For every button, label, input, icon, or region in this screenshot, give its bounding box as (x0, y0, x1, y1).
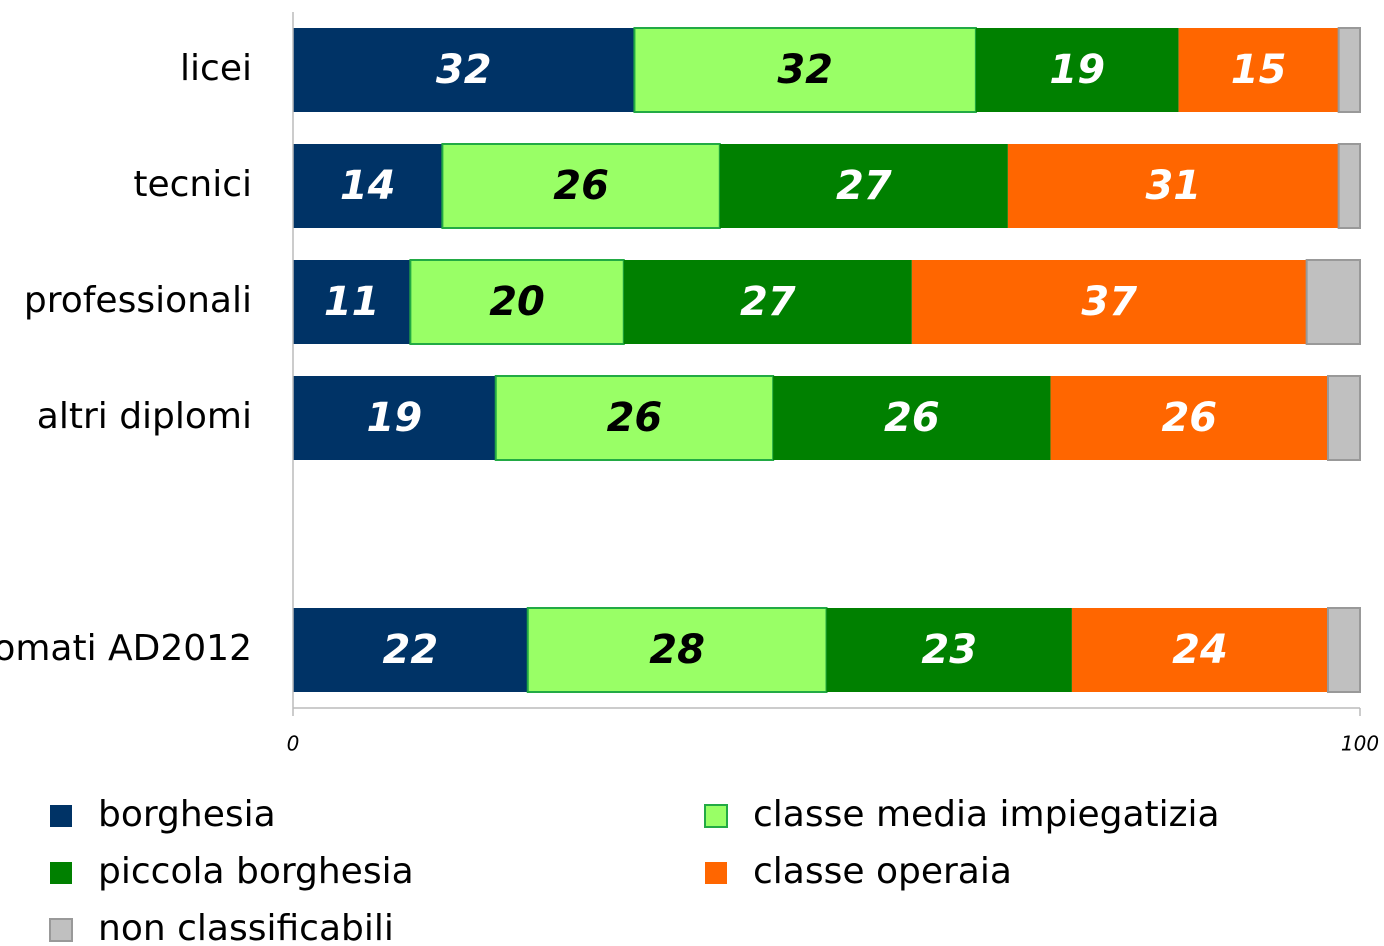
data-label: 32 (777, 47, 833, 93)
bar-segment (1007, 144, 1339, 228)
legend-swatch (50, 862, 72, 884)
data-label: 26 (1161, 395, 1217, 441)
bar-segment (526, 607, 828, 693)
bar-segment (293, 376, 496, 460)
data-label: 19 (1049, 47, 1105, 93)
bar-segment (293, 260, 411, 344)
bar-segment (975, 28, 1179, 112)
data-label: 26 (607, 395, 663, 441)
bar-segment (293, 144, 443, 228)
data-label: 27 (740, 279, 796, 325)
bar-segment (633, 27, 977, 113)
legend-swatch (50, 805, 72, 827)
x-tick-label: 0 (287, 732, 300, 756)
x-tick-label: 100 (1341, 732, 1379, 756)
bar-segment (1326, 375, 1361, 461)
data-label: 14 (340, 163, 396, 209)
data-label: 11 (324, 279, 380, 325)
legend-swatch (49, 918, 73, 942)
bar-segment (1337, 27, 1362, 113)
y-tick-label: tecnici (133, 164, 252, 205)
bar-segment (623, 260, 912, 344)
y-tick-label: altri diplomi (37, 396, 252, 437)
data-label: 26 (553, 163, 609, 209)
bar-segment (1326, 607, 1361, 693)
data-label: 15 (1231, 47, 1287, 93)
bar-segment (409, 259, 625, 345)
legend-swatch (704, 804, 728, 828)
y-tick-label: omati AD2012 (0, 628, 252, 669)
bar-segment (293, 608, 528, 692)
bar-segment (1071, 608, 1328, 692)
data-label: 28 (649, 627, 705, 673)
bar-segment (494, 375, 775, 461)
bar-segment (773, 376, 1051, 460)
y-tick-label: licei (180, 48, 252, 89)
bar-segment (719, 144, 1008, 228)
bar-segment (1050, 376, 1328, 460)
bar-segment (1337, 143, 1362, 229)
data-label: 26 (884, 395, 940, 441)
legend-label: non classificabili (98, 908, 394, 946)
bar-segment (441, 143, 721, 229)
data-label: 31 (1145, 163, 1201, 209)
data-label: 27 (836, 163, 892, 209)
bar-segment (911, 260, 1307, 344)
legend-label: piccola borghesia (98, 851, 414, 892)
data-label: 24 (1172, 627, 1228, 673)
bar-segment (1178, 28, 1339, 112)
y-tick-label: professionali (24, 280, 252, 321)
bar-segment (826, 608, 1072, 692)
legend-label: classe media impiegatizia (753, 794, 1220, 835)
legend-label: classe operaia (753, 851, 1012, 892)
bar-segment (293, 28, 635, 112)
legend-swatch (705, 862, 727, 884)
data-label: 19 (367, 395, 423, 441)
data-label: 23 (921, 627, 977, 673)
data-label: 32 (436, 47, 492, 93)
bar-segment (1305, 259, 1362, 345)
data-label: 37 (1081, 279, 1137, 325)
data-label: 22 (383, 627, 439, 673)
legend-label: borghesia (98, 794, 276, 835)
data-label: 20 (489, 279, 545, 325)
